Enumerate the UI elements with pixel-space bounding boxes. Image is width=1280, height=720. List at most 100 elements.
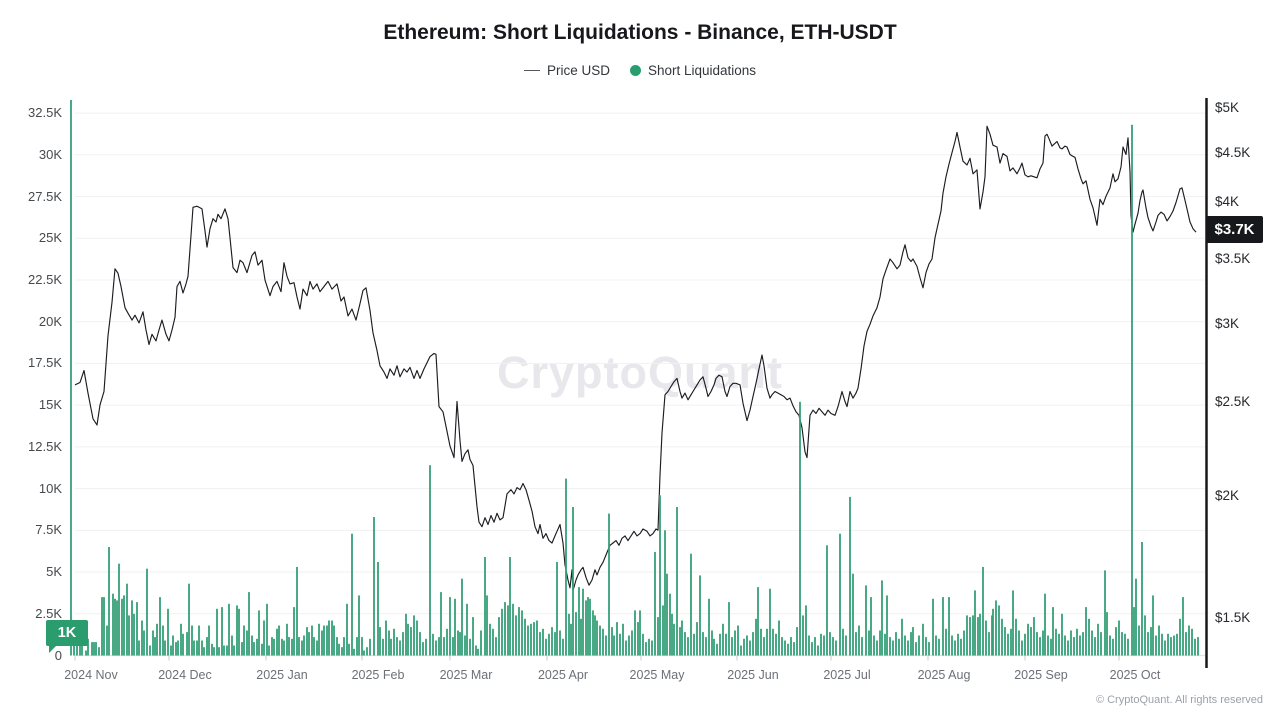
bar[interactable] [1082,632,1084,656]
bar[interactable] [725,633,727,656]
bar[interactable] [932,598,934,656]
bar[interactable] [628,635,630,656]
bar[interactable] [79,645,81,656]
bar[interactable] [814,637,816,656]
bar[interactable] [1088,618,1090,656]
bar[interactable] [702,632,704,656]
bar[interactable] [1097,623,1099,656]
bar[interactable] [1188,625,1190,656]
bar[interactable] [271,637,273,656]
bar[interactable] [238,608,240,656]
bar[interactable] [438,637,440,656]
bar[interactable] [974,590,976,656]
bar[interactable] [162,625,164,656]
bar[interactable] [524,618,526,656]
bar[interactable] [388,630,390,656]
bar[interactable] [413,615,415,656]
bar[interactable] [432,633,434,656]
bar[interactable] [236,605,238,656]
bar[interactable] [507,605,509,656]
bar[interactable] [333,625,335,656]
bar[interactable] [489,623,491,656]
bar[interactable] [172,635,174,656]
liquidation-bars[interactable] [70,100,1199,656]
bar[interactable] [619,633,621,656]
bar[interactable] [123,595,125,656]
bar[interactable] [1027,623,1029,656]
bar[interactable] [159,597,161,656]
bar[interactable] [311,625,313,656]
bar[interactable] [696,622,698,656]
bar[interactable] [504,602,506,656]
bar[interactable] [1155,635,1157,656]
bar[interactable] [676,507,678,656]
bar[interactable] [969,617,971,656]
bar[interactable] [562,638,564,656]
bar[interactable] [218,647,220,656]
bar[interactable] [539,632,541,656]
bar[interactable] [191,625,193,656]
bar[interactable] [213,647,215,656]
bar[interactable] [393,628,395,656]
bar[interactable] [91,642,93,656]
bar[interactable] [396,637,398,656]
bar[interactable] [673,623,675,656]
bar[interactable] [326,625,328,656]
bar[interactable] [657,617,659,656]
bar[interactable] [925,637,927,656]
bar[interactable] [592,610,594,656]
bar[interactable] [303,635,305,656]
bar[interactable] [338,643,340,656]
bar[interactable] [966,615,968,656]
bar[interactable] [276,628,278,656]
bar[interactable] [328,620,330,656]
bar[interactable] [1004,627,1006,656]
bar[interactable] [509,557,511,656]
bar[interactable] [666,573,668,656]
bar[interactable] [1070,630,1072,656]
bar[interactable] [639,610,641,656]
bar[interactable] [951,635,953,656]
bar[interactable] [755,618,757,656]
bar[interactable] [918,635,920,656]
bar[interactable] [385,620,387,656]
bar[interactable] [486,595,488,656]
bar[interactable] [1085,607,1087,656]
bar[interactable] [1144,615,1146,656]
bar[interactable] [582,588,584,656]
bar[interactable] [515,615,517,656]
bar[interactable] [112,593,114,656]
bar[interactable] [778,620,780,656]
bar[interactable] [136,602,138,656]
bar[interactable] [182,633,184,656]
bar[interactable] [118,563,120,656]
bar[interactable] [879,630,881,656]
bar[interactable] [358,595,360,656]
bar[interactable] [570,623,572,656]
bar[interactable] [180,623,182,656]
bar[interactable] [141,620,143,656]
bar[interactable] [382,638,384,656]
bar[interactable] [977,617,979,656]
bar[interactable] [1064,635,1066,656]
bar[interactable] [793,642,795,656]
bar[interactable] [722,623,724,656]
bar[interactable] [811,642,813,656]
bar[interactable] [737,625,739,656]
bar[interactable] [435,640,437,656]
bar[interactable] [273,638,275,656]
bar[interactable] [743,638,745,656]
bar[interactable] [613,635,615,656]
bar[interactable] [1124,633,1126,656]
bar[interactable] [599,625,601,656]
bar[interactable] [223,645,225,656]
bar[interactable] [602,628,604,656]
bar[interactable] [1001,618,1003,656]
bar[interactable] [156,623,158,656]
bar[interactable] [842,628,844,656]
bar[interactable] [193,640,195,656]
bar[interactable] [826,545,828,656]
bar[interactable] [1197,637,1199,656]
bar[interactable] [889,637,891,656]
bar[interactable] [1164,640,1166,656]
